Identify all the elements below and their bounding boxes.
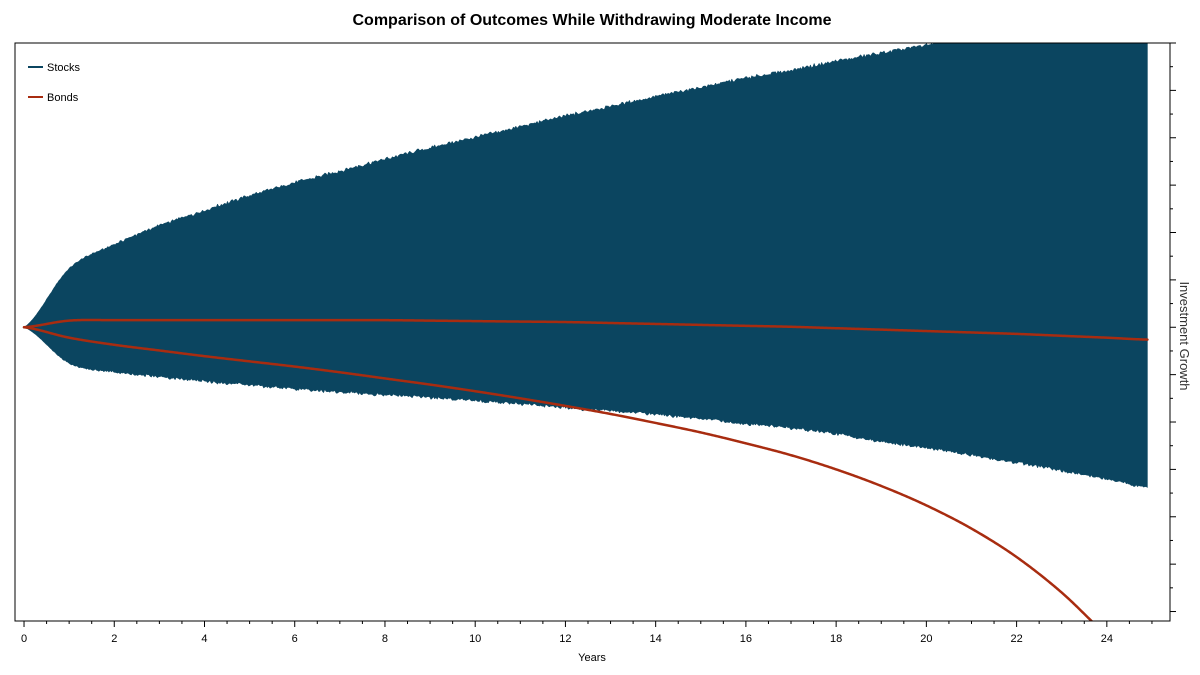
x-tick-label: 14 bbox=[650, 633, 662, 645]
x-tick-label: 4 bbox=[201, 633, 207, 645]
y-axis-label: Investment Growth bbox=[1177, 281, 1192, 390]
x-tick-label: 20 bbox=[920, 633, 932, 645]
chart-legend: Stocks Bonds bbox=[28, 62, 81, 104]
x-tick-label: 8 bbox=[382, 633, 388, 645]
x-tick-label: 16 bbox=[740, 633, 752, 645]
x-tick-label: 2 bbox=[111, 633, 117, 645]
series-band-stocks bbox=[23, 43, 1148, 489]
x-tick-label: 12 bbox=[559, 633, 571, 645]
x-axis-label: Years bbox=[578, 652, 606, 664]
x-tick-label: 22 bbox=[1010, 633, 1022, 645]
x-tick-label: 10 bbox=[469, 633, 481, 645]
x-tick-label: 18 bbox=[830, 633, 842, 645]
legend-label-stocks: Stocks bbox=[47, 62, 81, 74]
legend-label-bonds: Bonds bbox=[47, 92, 79, 104]
x-tick-label: 24 bbox=[1101, 633, 1113, 645]
series-line-bonds-2 bbox=[22, 326, 1094, 621]
plot-frame bbox=[14, 42, 1171, 622]
x-tick-label: 0 bbox=[21, 633, 27, 645]
x-tick-label: 6 bbox=[292, 633, 298, 645]
chart-title: Comparison of Outcomes While Withdrawing… bbox=[352, 12, 831, 29]
x-axis-ticks: 0 2 4 6 8 10 12 14 16 18 20 22 24 bbox=[21, 621, 1153, 645]
y-axis-ticks bbox=[1170, 42, 1176, 613]
series-line-bonds-1 bbox=[22, 318, 1149, 341]
plot-content bbox=[22, 43, 1149, 621]
